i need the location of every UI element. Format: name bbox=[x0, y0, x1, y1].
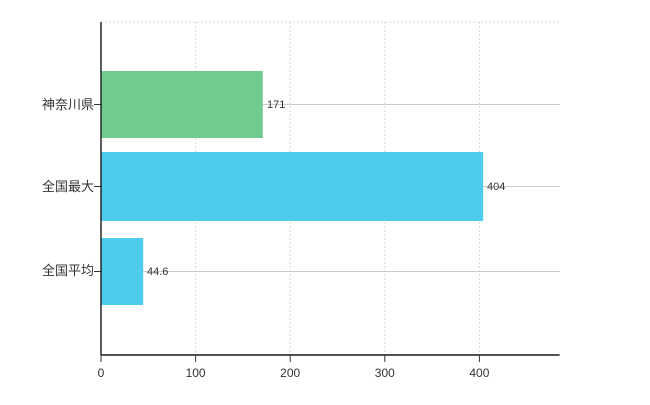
svg-text:100: 100 bbox=[186, 366, 206, 380]
svg-text:0: 0 bbox=[98, 366, 105, 380]
svg-text:全国最大: 全国最大 bbox=[42, 179, 94, 194]
svg-text:44.6: 44.6 bbox=[147, 266, 168, 278]
svg-text:171: 171 bbox=[267, 99, 285, 111]
svg-text:全国平均: 全国平均 bbox=[42, 263, 94, 278]
svg-text:200: 200 bbox=[280, 366, 300, 380]
svg-text:300: 300 bbox=[375, 366, 395, 380]
svg-text:神奈川県: 神奈川県 bbox=[42, 97, 94, 112]
svg-text:400: 400 bbox=[469, 366, 489, 380]
svg-text:404: 404 bbox=[487, 181, 505, 193]
